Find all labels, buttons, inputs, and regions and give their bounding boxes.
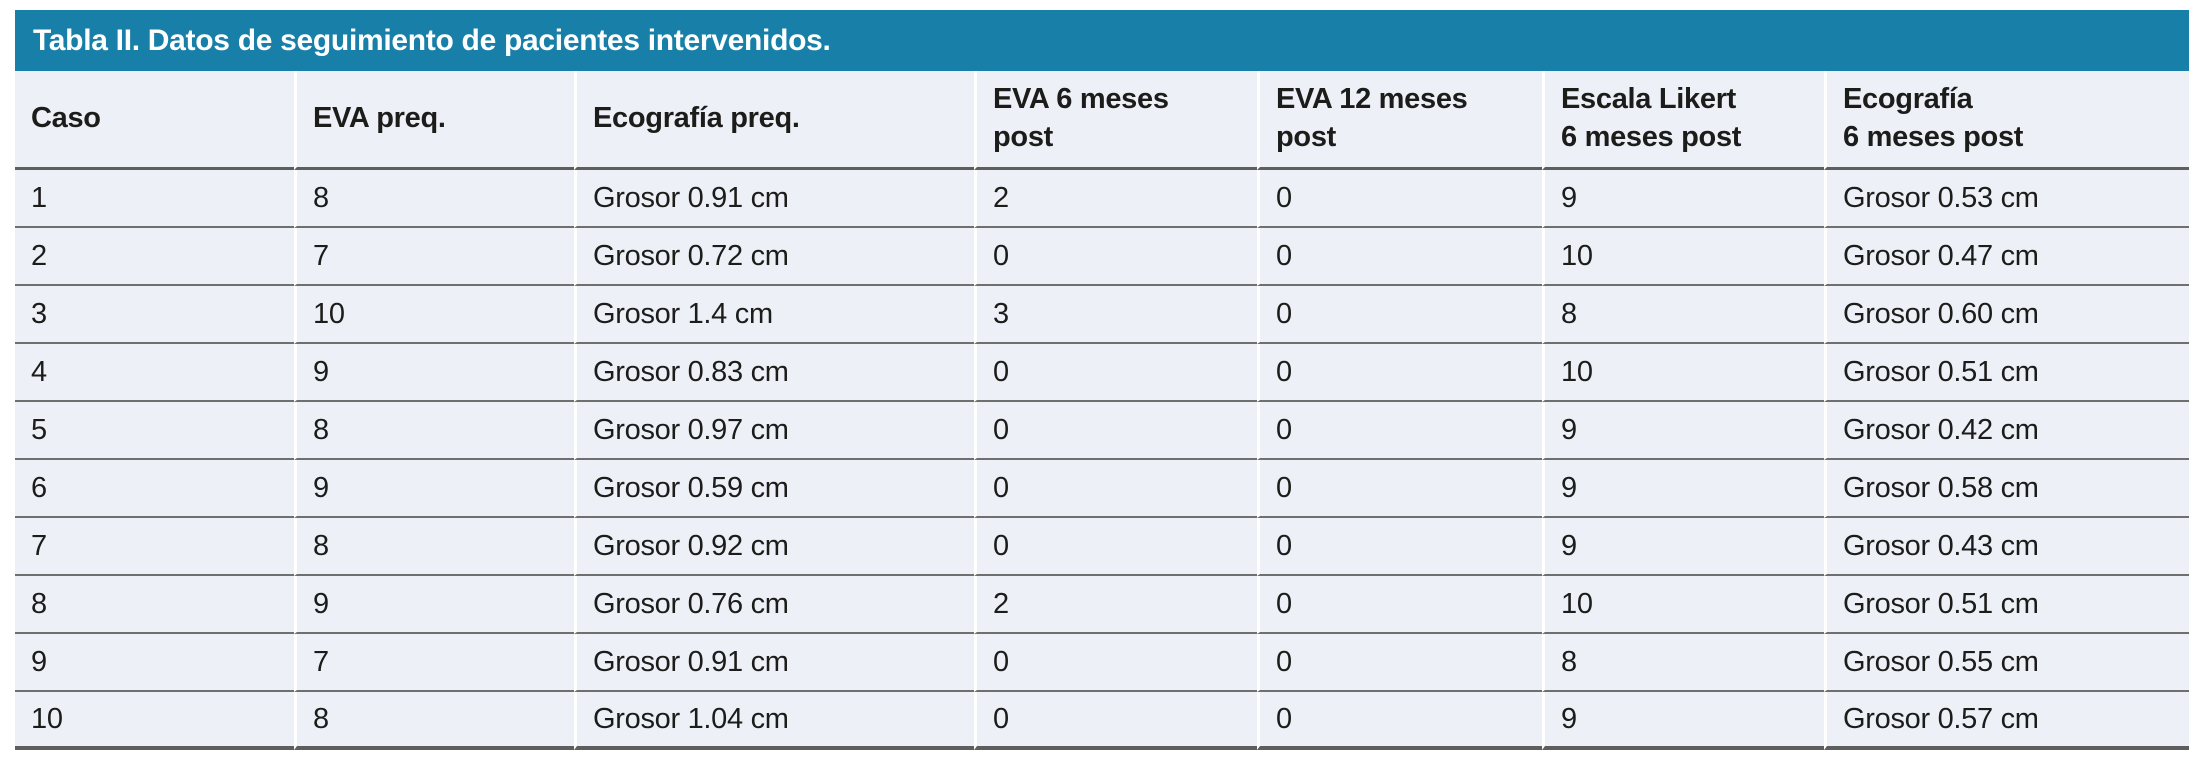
table-cell: 9 xyxy=(1542,460,1824,518)
table-cell: 9 xyxy=(15,634,294,692)
table-cell: 9 xyxy=(1542,692,1824,750)
table-cell: 7 xyxy=(15,518,294,576)
table-title: Tabla II. Datos de seguimiento de pacien… xyxy=(33,23,831,57)
table-cell: 10 xyxy=(1542,576,1824,634)
table-cell: 8 xyxy=(15,576,294,634)
table-row: 8 9 Grosor 0.76 cm 2 0 10 Grosor 0.51 cm xyxy=(15,576,2189,634)
header-row: Caso EVA preq. Ecografía preq. EVA 6 meses … xyxy=(15,71,2189,170)
table-row: 3 10 Grosor 1.4 cm 3 0 8 Grosor 0.60 cm xyxy=(15,286,2189,344)
table-cell: 8 xyxy=(1542,634,1824,692)
table-cell: 8 xyxy=(294,170,574,228)
table-cell: Grosor 0.91 cm xyxy=(574,634,974,692)
table-cell: 9 xyxy=(294,460,574,518)
column-header: Ecografía 6 meses post xyxy=(1824,71,2189,170)
table-cell: 10 xyxy=(1542,228,1824,286)
table-cell: 0 xyxy=(1257,576,1542,634)
table-cell: 0 xyxy=(1257,460,1542,518)
table-cell: 0 xyxy=(974,228,1257,286)
table-cell: 0 xyxy=(1257,286,1542,344)
table-cell: 0 xyxy=(974,518,1257,576)
table-cell: 0 xyxy=(974,344,1257,402)
table-cell: 7 xyxy=(294,228,574,286)
table-row: 6 9 Grosor 0.59 cm 0 0 9 Grosor 0.58 cm xyxy=(15,460,2189,518)
table-cell: 8 xyxy=(294,692,574,750)
table-cell: Grosor 0.59 cm xyxy=(574,460,974,518)
table-cell: 0 xyxy=(1257,228,1542,286)
table-cell: 1 xyxy=(15,170,294,228)
table-cell: Grosor 0.53 cm xyxy=(1824,170,2189,228)
table-cell: Grosor 0.91 cm xyxy=(574,170,974,228)
table-row: 2 7 Grosor 0.72 cm 0 0 10 Grosor 0.47 cm xyxy=(15,228,2189,286)
table-cell: Grosor 0.83 cm xyxy=(574,344,974,402)
table-cell: Grosor 1.4 cm xyxy=(574,286,974,344)
table-cell: 5 xyxy=(15,402,294,460)
table-cell: Grosor 0.58 cm xyxy=(1824,460,2189,518)
table-cell: 8 xyxy=(294,402,574,460)
table-row: 9 7 Grosor 0.91 cm 0 0 8 Grosor 0.55 cm xyxy=(15,634,2189,692)
table-cell: 0 xyxy=(1257,402,1542,460)
table-cell: Grosor 0.92 cm xyxy=(574,518,974,576)
table-cell: 0 xyxy=(1257,344,1542,402)
table-cell: 0 xyxy=(974,692,1257,750)
column-header: Caso xyxy=(15,71,294,170)
table-cell: Grosor 0.47 cm xyxy=(1824,228,2189,286)
column-header: EVA 6 meses post xyxy=(974,71,1257,170)
table-cell: 4 xyxy=(15,344,294,402)
table-cell: 3 xyxy=(15,286,294,344)
column-header: Escala Likert 6 meses post xyxy=(1542,71,1824,170)
table-row: 7 8 Grosor 0.92 cm 0 0 9 Grosor 0.43 cm xyxy=(15,518,2189,576)
table-cell: Grosor 0.76 cm xyxy=(574,576,974,634)
table-cell: 9 xyxy=(1542,518,1824,576)
table-cell: 9 xyxy=(294,576,574,634)
table-cell: 0 xyxy=(974,460,1257,518)
table-cell: 10 xyxy=(15,692,294,750)
followup-table: Caso EVA preq. Ecografía preq. EVA 6 meses … xyxy=(15,71,2189,750)
table-cell: Grosor 0.97 cm xyxy=(574,402,974,460)
table-cell: Grosor 0.72 cm xyxy=(574,228,974,286)
table-cell: 0 xyxy=(974,634,1257,692)
table-cell: 0 xyxy=(1257,518,1542,576)
table-cell: 10 xyxy=(294,286,574,344)
table-title-bar: Tabla II. Datos de seguimiento de pacien… xyxy=(15,10,2189,71)
column-header: Ecografía preq. xyxy=(574,71,974,170)
table-cell: 9 xyxy=(1542,170,1824,228)
table-cell: 0 xyxy=(1257,692,1542,750)
table-cell: 10 xyxy=(1542,344,1824,402)
table-cell: 9 xyxy=(1542,402,1824,460)
table-cell: 0 xyxy=(974,402,1257,460)
column-header: EVA preq. xyxy=(294,71,574,170)
table-cell: 2 xyxy=(974,576,1257,634)
table-cell: 8 xyxy=(1542,286,1824,344)
table-row: 5 8 Grosor 0.97 cm 0 0 9 Grosor 0.42 cm xyxy=(15,402,2189,460)
table-row: 1 8 Grosor 0.91 cm 2 0 9 Grosor 0.53 cm xyxy=(15,170,2189,228)
table-cell: Grosor 0.55 cm xyxy=(1824,634,2189,692)
table-cell: Grosor 0.51 cm xyxy=(1824,344,2189,402)
table-cell: Grosor 0.51 cm xyxy=(1824,576,2189,634)
table-cell: Grosor 1.04 cm xyxy=(574,692,974,750)
table-cell: 7 xyxy=(294,634,574,692)
table-cell: 2 xyxy=(15,228,294,286)
table-row: 10 8 Grosor 1.04 cm 0 0 9 Grosor 0.57 cm xyxy=(15,692,2189,750)
table-row: 4 9 Grosor 0.83 cm 0 0 10 Grosor 0.51 cm xyxy=(15,344,2189,402)
table-cell: 9 xyxy=(294,344,574,402)
table-cell: 0 xyxy=(1257,634,1542,692)
table-cell: 8 xyxy=(294,518,574,576)
table-cell: Grosor 0.57 cm xyxy=(1824,692,2189,750)
table-cell: Grosor 0.60 cm xyxy=(1824,286,2189,344)
table-cell: 2 xyxy=(974,170,1257,228)
table-cell: 3 xyxy=(974,286,1257,344)
table-cell: 0 xyxy=(1257,170,1542,228)
table-cell: 6 xyxy=(15,460,294,518)
column-header: EVA 12 meses post xyxy=(1257,71,1542,170)
table-cell: Grosor 0.42 cm xyxy=(1824,402,2189,460)
table-cell: Grosor 0.43 cm xyxy=(1824,518,2189,576)
